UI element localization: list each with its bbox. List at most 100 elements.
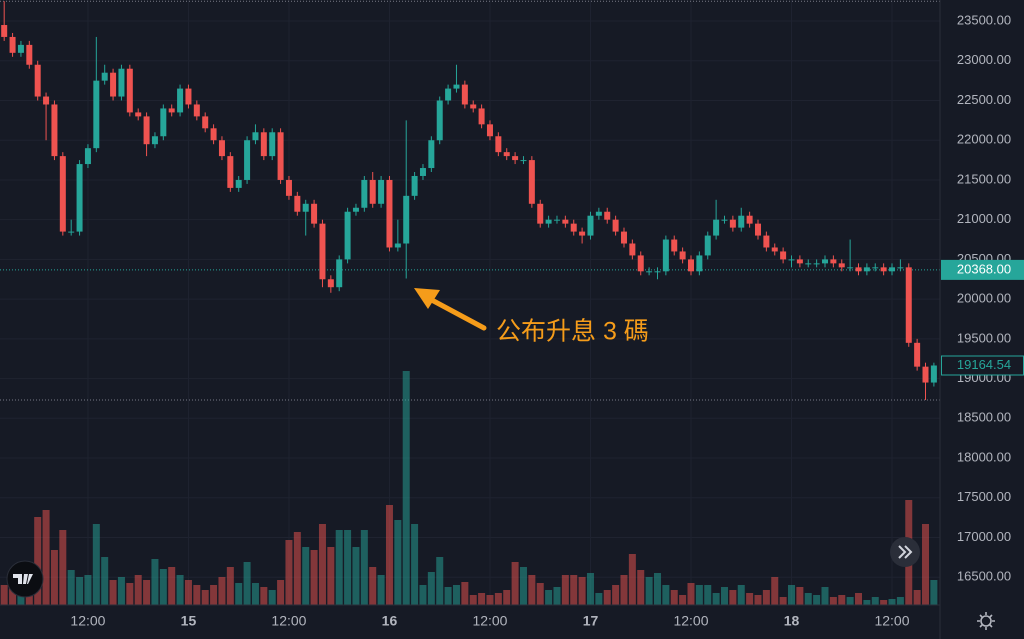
candle-body (880, 267, 887, 272)
y-tick-label: 20000.00 (957, 291, 1011, 306)
candle-body (135, 112, 142, 117)
candle-body (1, 25, 8, 37)
candle-body (428, 140, 435, 169)
volume-bar (494, 593, 502, 605)
candle-body (721, 219, 728, 221)
candle-body (336, 259, 343, 288)
candle-body (419, 168, 426, 176)
volume-bar (855, 593, 863, 605)
candle-body (579, 231, 586, 236)
candle-body (587, 215, 594, 236)
candle-body (595, 211, 602, 216)
candle-body (863, 267, 870, 272)
x-tick-label: 12:00 (70, 613, 105, 629)
candle-body (813, 263, 820, 265)
volume-bar (478, 593, 486, 605)
candle-body (738, 215, 745, 228)
candle-body (185, 88, 192, 105)
y-tick-label: 18000.00 (957, 449, 1011, 464)
candle-body (59, 156, 66, 232)
candle-body (562, 219, 569, 224)
volume-bar (561, 575, 569, 605)
volume-bar (360, 530, 368, 605)
candle-body (805, 263, 812, 265)
volume-bar (344, 530, 352, 605)
x-tick-label: 15 (181, 613, 197, 629)
volume-bar (846, 597, 854, 605)
candle-body (889, 267, 896, 272)
candle-body (244, 140, 251, 180)
volume-bar (243, 562, 251, 605)
volume-bar (377, 575, 385, 605)
candle-body (302, 203, 309, 212)
scroll-icon (898, 545, 913, 559)
volume-bar (620, 575, 628, 605)
x-tick-label: 18 (784, 613, 800, 629)
volume-bar (553, 587, 561, 605)
candle-body (403, 195, 410, 244)
candle-body (746, 215, 753, 224)
grid (0, 0, 940, 605)
scroll-to-realtime[interactable] (890, 537, 920, 567)
volume-bar (461, 582, 469, 605)
volume-bar (352, 547, 360, 605)
volume-bar (930, 580, 938, 605)
candle-body (905, 267, 912, 343)
candle-body (269, 132, 276, 157)
volume-bar (687, 583, 695, 605)
candle-body (872, 267, 879, 269)
volume-layer (0, 371, 938, 605)
candle-body (512, 156, 519, 161)
volume-bar (838, 595, 846, 605)
candle-body (914, 342, 921, 367)
candle-body (110, 72, 117, 97)
volume-bar (34, 517, 42, 605)
candle-body (545, 219, 552, 224)
candle-body (528, 160, 535, 204)
volume-bar (729, 590, 737, 605)
volume-bar (720, 587, 728, 605)
candle-body (453, 84, 460, 89)
volume-bar (871, 597, 879, 605)
candle-body (369, 179, 376, 204)
candle-body (68, 231, 75, 233)
volume-bar (427, 572, 435, 605)
volume-bar (821, 587, 829, 605)
volume-bar (318, 524, 326, 605)
candle-body (311, 203, 318, 224)
volume-bar (218, 577, 226, 605)
candle-body (796, 259, 803, 264)
candle-body (411, 175, 418, 196)
candle-body (277, 132, 284, 180)
price-line-tag (941, 259, 1024, 280)
candle-body (394, 243, 401, 248)
volume-bar (92, 524, 100, 605)
candle-body (729, 219, 736, 228)
y-tick-label: 21000.00 (957, 211, 1011, 226)
candle-body (126, 68, 133, 113)
candle-body (662, 239, 669, 272)
candle-body (285, 179, 292, 196)
candle-body (754, 223, 761, 236)
volume-bar (277, 580, 285, 605)
volume-bar (570, 575, 578, 605)
candle-body (520, 160, 527, 162)
candle-body (177, 88, 184, 113)
candle-body (478, 108, 485, 125)
volume-bar (126, 583, 134, 605)
annotation: 公布升息 3 碼 (414, 288, 649, 346)
settings-icon[interactable] (980, 615, 992, 627)
candle-body (193, 104, 200, 117)
x-tick-label: 12:00 (673, 613, 708, 629)
volume-bar (42, 510, 50, 605)
volume-bar (503, 590, 511, 605)
volume-bar (779, 597, 787, 605)
candle-body (771, 247, 778, 252)
settings[interactable] (977, 612, 995, 630)
candle-body (704, 235, 711, 256)
candle-body (9, 36, 16, 53)
y-tick-label: 23500.00 (957, 12, 1011, 27)
volume-bar (436, 557, 444, 605)
x-tick-label: 17 (583, 613, 599, 629)
